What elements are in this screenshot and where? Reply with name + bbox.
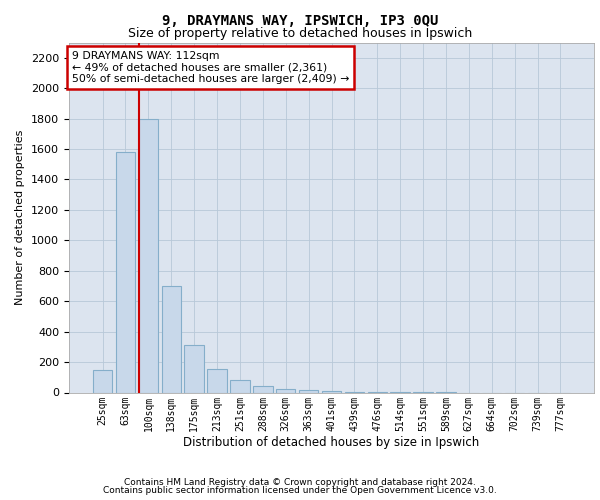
Bar [299,390,319,392]
Y-axis label: Number of detached properties: Number of detached properties [16,130,25,305]
Bar [322,391,341,392]
Text: 9 DRAYMANS WAY: 112sqm
← 49% of detached houses are smaller (2,361)
50% of semi-: 9 DRAYMANS WAY: 112sqm ← 49% of detached… [71,52,349,84]
Bar [276,388,295,392]
X-axis label: Distribution of detached houses by size in Ipswich: Distribution of detached houses by size … [184,436,479,449]
Text: Contains HM Land Registry data © Crown copyright and database right 2024.: Contains HM Land Registry data © Crown c… [124,478,476,487]
Bar [93,370,112,392]
Bar [253,386,272,392]
Bar [161,286,181,393]
Text: Contains public sector information licensed under the Open Government Licence v3: Contains public sector information licen… [103,486,497,495]
Bar [116,152,135,392]
Text: Size of property relative to detached houses in Ipswich: Size of property relative to detached ho… [128,28,472,40]
Bar [208,369,227,392]
Bar [139,118,158,392]
Bar [230,380,250,392]
Bar [184,346,204,393]
Text: 9, DRAYMANS WAY, IPSWICH, IP3 0QU: 9, DRAYMANS WAY, IPSWICH, IP3 0QU [162,14,438,28]
